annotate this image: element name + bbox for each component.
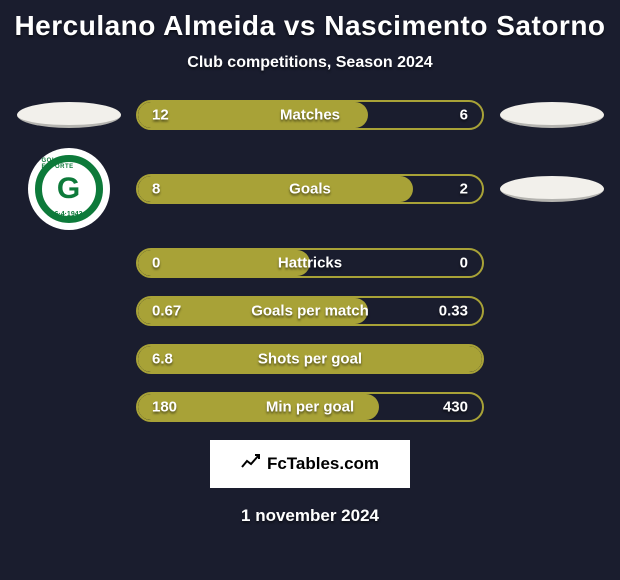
stat-bar: 0 Hattricks 0	[136, 248, 484, 278]
comparison-infographic: Herculano Almeida vs Nascimento Satorno …	[0, 0, 620, 580]
bar-fill-left	[138, 176, 413, 202]
stat-row: 6.8 Shots per goal	[0, 344, 620, 374]
stat-label: Matches	[280, 107, 340, 124]
logo-letter: G	[57, 174, 80, 204]
stat-bar: 12 Matches 6	[136, 100, 484, 130]
ellipse-icon	[500, 102, 604, 128]
stat-label: Min per goal	[266, 399, 354, 416]
player-right-placeholder	[494, 102, 609, 128]
stat-right-value: 0	[460, 255, 468, 272]
stat-right-value: 6	[460, 107, 468, 124]
date-text: 1 november 2024	[0, 506, 620, 526]
player-right-placeholder	[494, 176, 609, 202]
stat-right-value: 430	[443, 399, 468, 416]
stat-right-value: 0.33	[439, 303, 468, 320]
stat-bar: 8 Goals 2	[136, 174, 484, 204]
stat-row: 0.67 Goals per match 0.33	[0, 296, 620, 326]
stat-bar: 0.67 Goals per match 0.33	[136, 296, 484, 326]
ellipse-icon	[500, 176, 604, 202]
stat-row: 0 Hattricks 0	[0, 248, 620, 278]
stat-left-value: 8	[152, 181, 160, 198]
stat-left-value: 6.8	[152, 351, 173, 368]
brand-text: FcTables.com	[267, 454, 379, 474]
stat-right-value: 2	[460, 181, 468, 198]
chart-icon	[241, 453, 261, 476]
logo-top-text: GOIAS ESPORTE	[42, 158, 96, 170]
stat-row: 12 Matches 6	[0, 100, 620, 130]
stat-bar: 6.8 Shots per goal	[136, 344, 484, 374]
club-logo-left: GOIAS ESPORTE G 6·4·1943	[11, 148, 126, 230]
logo-bot-text: 6·4·1943	[54, 211, 82, 218]
player-left-placeholder	[11, 102, 126, 128]
subtitle: Club competitions, Season 2024	[0, 54, 620, 72]
stat-label: Hattricks	[278, 255, 342, 272]
stat-label: Goals per match	[251, 303, 369, 320]
stat-left-value: 0.67	[152, 303, 181, 320]
title: Herculano Almeida vs Nascimento Satorno	[0, 10, 620, 42]
club-logo: GOIAS ESPORTE G 6·4·1943	[28, 148, 110, 230]
stat-label: Goals	[289, 181, 331, 198]
club-logo-inner: GOIAS ESPORTE G 6·4·1943	[35, 155, 103, 223]
stat-left-value: 0	[152, 255, 160, 272]
stat-bar: 180 Min per goal 430	[136, 392, 484, 422]
stat-row: GOIAS ESPORTE G 6·4·1943 8 Goals 2	[0, 148, 620, 230]
brand-box: FcTables.com	[210, 440, 410, 488]
ellipse-icon	[17, 102, 121, 128]
stat-label: Shots per goal	[258, 351, 362, 368]
stat-left-value: 12	[152, 107, 169, 124]
stat-row: 180 Min per goal 430	[0, 392, 620, 422]
stat-left-value: 180	[152, 399, 177, 416]
